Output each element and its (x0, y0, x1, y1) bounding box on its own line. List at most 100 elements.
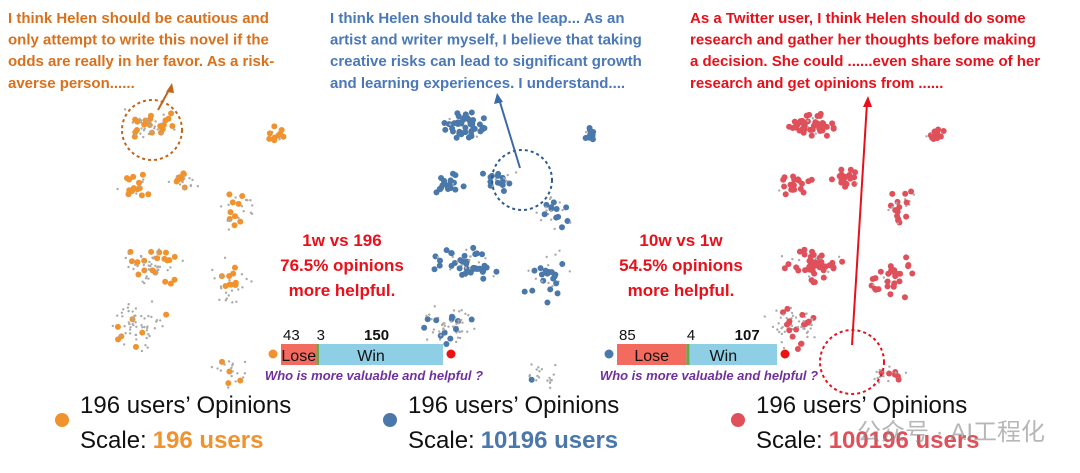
user-dot (442, 126, 449, 133)
background-dot (527, 269, 530, 273)
user-dot (479, 251, 486, 258)
background-dot (780, 255, 784, 258)
background-dot (465, 248, 468, 252)
arrow (851, 102, 868, 346)
background-dot (219, 205, 223, 208)
background-dot (173, 128, 176, 131)
background-dot (431, 331, 435, 334)
arrow-head (863, 96, 872, 107)
panel-title: 196 users’ Opinions (756, 392, 967, 419)
user-dot (162, 249, 169, 256)
background-dot (124, 332, 127, 335)
user-dot (468, 109, 475, 116)
side-dot (268, 349, 278, 359)
background-dot (875, 370, 878, 374)
background-dot (534, 277, 538, 281)
background-dot (796, 325, 800, 329)
user-dot (785, 261, 792, 268)
user-dot (458, 131, 465, 138)
background-dot (440, 323, 444, 327)
user-dot (903, 254, 910, 261)
user-dot (421, 324, 428, 331)
user-dot (231, 213, 238, 220)
background-dot (123, 325, 126, 328)
background-dot (800, 325, 803, 329)
background-dot (427, 313, 431, 316)
user-dot (138, 192, 145, 199)
user-dot (163, 311, 170, 318)
background-dot (225, 297, 228, 300)
user-dot (553, 280, 560, 287)
user-dot (493, 268, 500, 275)
background-dot (134, 314, 137, 317)
background-dot (245, 277, 248, 281)
user-dot (934, 135, 941, 142)
background-dot (116, 314, 119, 317)
background-dot (448, 117, 451, 121)
user-dot (909, 270, 916, 277)
background-dot (547, 281, 550, 285)
user-dot (818, 252, 825, 259)
user-dot (228, 281, 235, 288)
background-dot (140, 349, 144, 353)
background-dot (855, 182, 858, 185)
background-dot (538, 370, 541, 373)
background-dot (120, 311, 124, 314)
user-dot (451, 120, 458, 127)
background-dot (134, 333, 137, 337)
watermark: 公众号 · AI工程化 (857, 419, 1045, 446)
background-dot (536, 374, 539, 378)
background-dot (896, 222, 900, 225)
user-dot (905, 263, 912, 270)
scatter-layer (111, 108, 947, 390)
background-dot (219, 285, 223, 288)
user-dot (130, 173, 137, 180)
background-dot (132, 323, 135, 327)
background-dot (484, 257, 487, 260)
user-dot (589, 136, 596, 143)
background-dot (438, 338, 442, 341)
background-dot (144, 344, 147, 347)
background-dot (584, 131, 588, 134)
background-dot (535, 211, 538, 214)
headline: 10w vs 1w (639, 231, 723, 250)
user-dot (167, 280, 174, 287)
background-dot (148, 334, 151, 338)
background-dot (492, 274, 495, 278)
background-dot (157, 248, 161, 251)
user-dot (136, 179, 143, 186)
user-dot (553, 205, 560, 212)
user-dot (499, 178, 506, 185)
background-dot (235, 300, 238, 303)
background-dot (158, 265, 162, 269)
background-dot (121, 315, 124, 318)
background-dot (154, 273, 158, 276)
background-dot (231, 301, 234, 304)
user-dot (275, 132, 282, 139)
background-dot (231, 370, 234, 373)
user-dot (894, 270, 901, 277)
user-dot (806, 111, 813, 118)
legend-dot (731, 413, 745, 427)
user-dot (470, 264, 477, 271)
background-dot (227, 294, 230, 297)
background-dot (145, 117, 148, 121)
background-dot (156, 128, 159, 131)
background-dot (228, 219, 232, 222)
scale-line: Scale: 196 users (80, 427, 263, 454)
background-dot (882, 276, 886, 279)
background-dot (805, 331, 809, 335)
user-dot (453, 134, 460, 141)
user-dot (781, 183, 788, 190)
background-dot (450, 320, 453, 323)
background-dot (544, 206, 547, 209)
user-dot (529, 287, 536, 294)
user-dot (798, 340, 805, 347)
background-dot (806, 119, 809, 123)
background-dot (514, 171, 518, 174)
background-dot (912, 193, 916, 196)
background-dot (226, 219, 229, 222)
background-dot (123, 108, 127, 111)
background-dot (237, 288, 240, 291)
background-dot (132, 320, 135, 323)
